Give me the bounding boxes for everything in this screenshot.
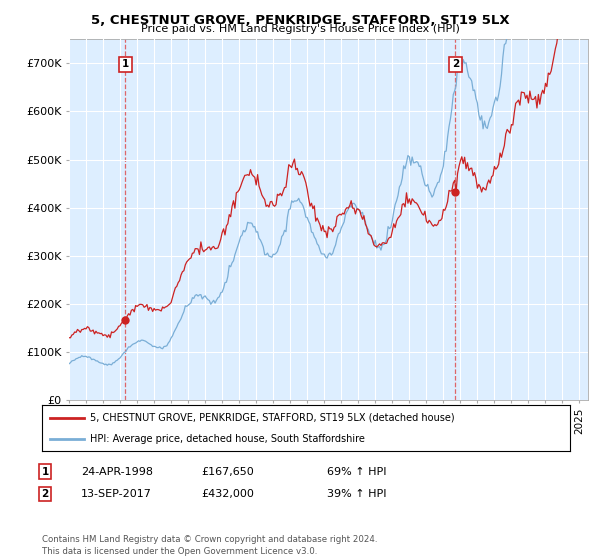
Text: 5, CHESTNUT GROVE, PENKRIDGE, STAFFORD, ST19 5LX (detached house): 5, CHESTNUT GROVE, PENKRIDGE, STAFFORD, …: [89, 413, 454, 423]
Text: £432,000: £432,000: [201, 489, 254, 499]
Text: 2: 2: [452, 59, 459, 69]
Text: 1: 1: [41, 466, 49, 477]
Text: £167,650: £167,650: [201, 466, 254, 477]
Text: 39% ↑ HPI: 39% ↑ HPI: [327, 489, 386, 499]
Text: 13-SEP-2017: 13-SEP-2017: [81, 489, 152, 499]
Text: Contains HM Land Registry data © Crown copyright and database right 2024.
This d: Contains HM Land Registry data © Crown c…: [42, 535, 377, 556]
Text: Price paid vs. HM Land Registry's House Price Index (HPI): Price paid vs. HM Land Registry's House …: [140, 24, 460, 34]
Text: 69% ↑ HPI: 69% ↑ HPI: [327, 466, 386, 477]
Text: 2: 2: [41, 489, 49, 499]
Text: 24-APR-1998: 24-APR-1998: [81, 466, 153, 477]
Text: 1: 1: [122, 59, 129, 69]
Text: HPI: Average price, detached house, South Staffordshire: HPI: Average price, detached house, Sout…: [89, 435, 364, 444]
Text: 5, CHESTNUT GROVE, PENKRIDGE, STAFFORD, ST19 5LX: 5, CHESTNUT GROVE, PENKRIDGE, STAFFORD, …: [91, 14, 509, 27]
